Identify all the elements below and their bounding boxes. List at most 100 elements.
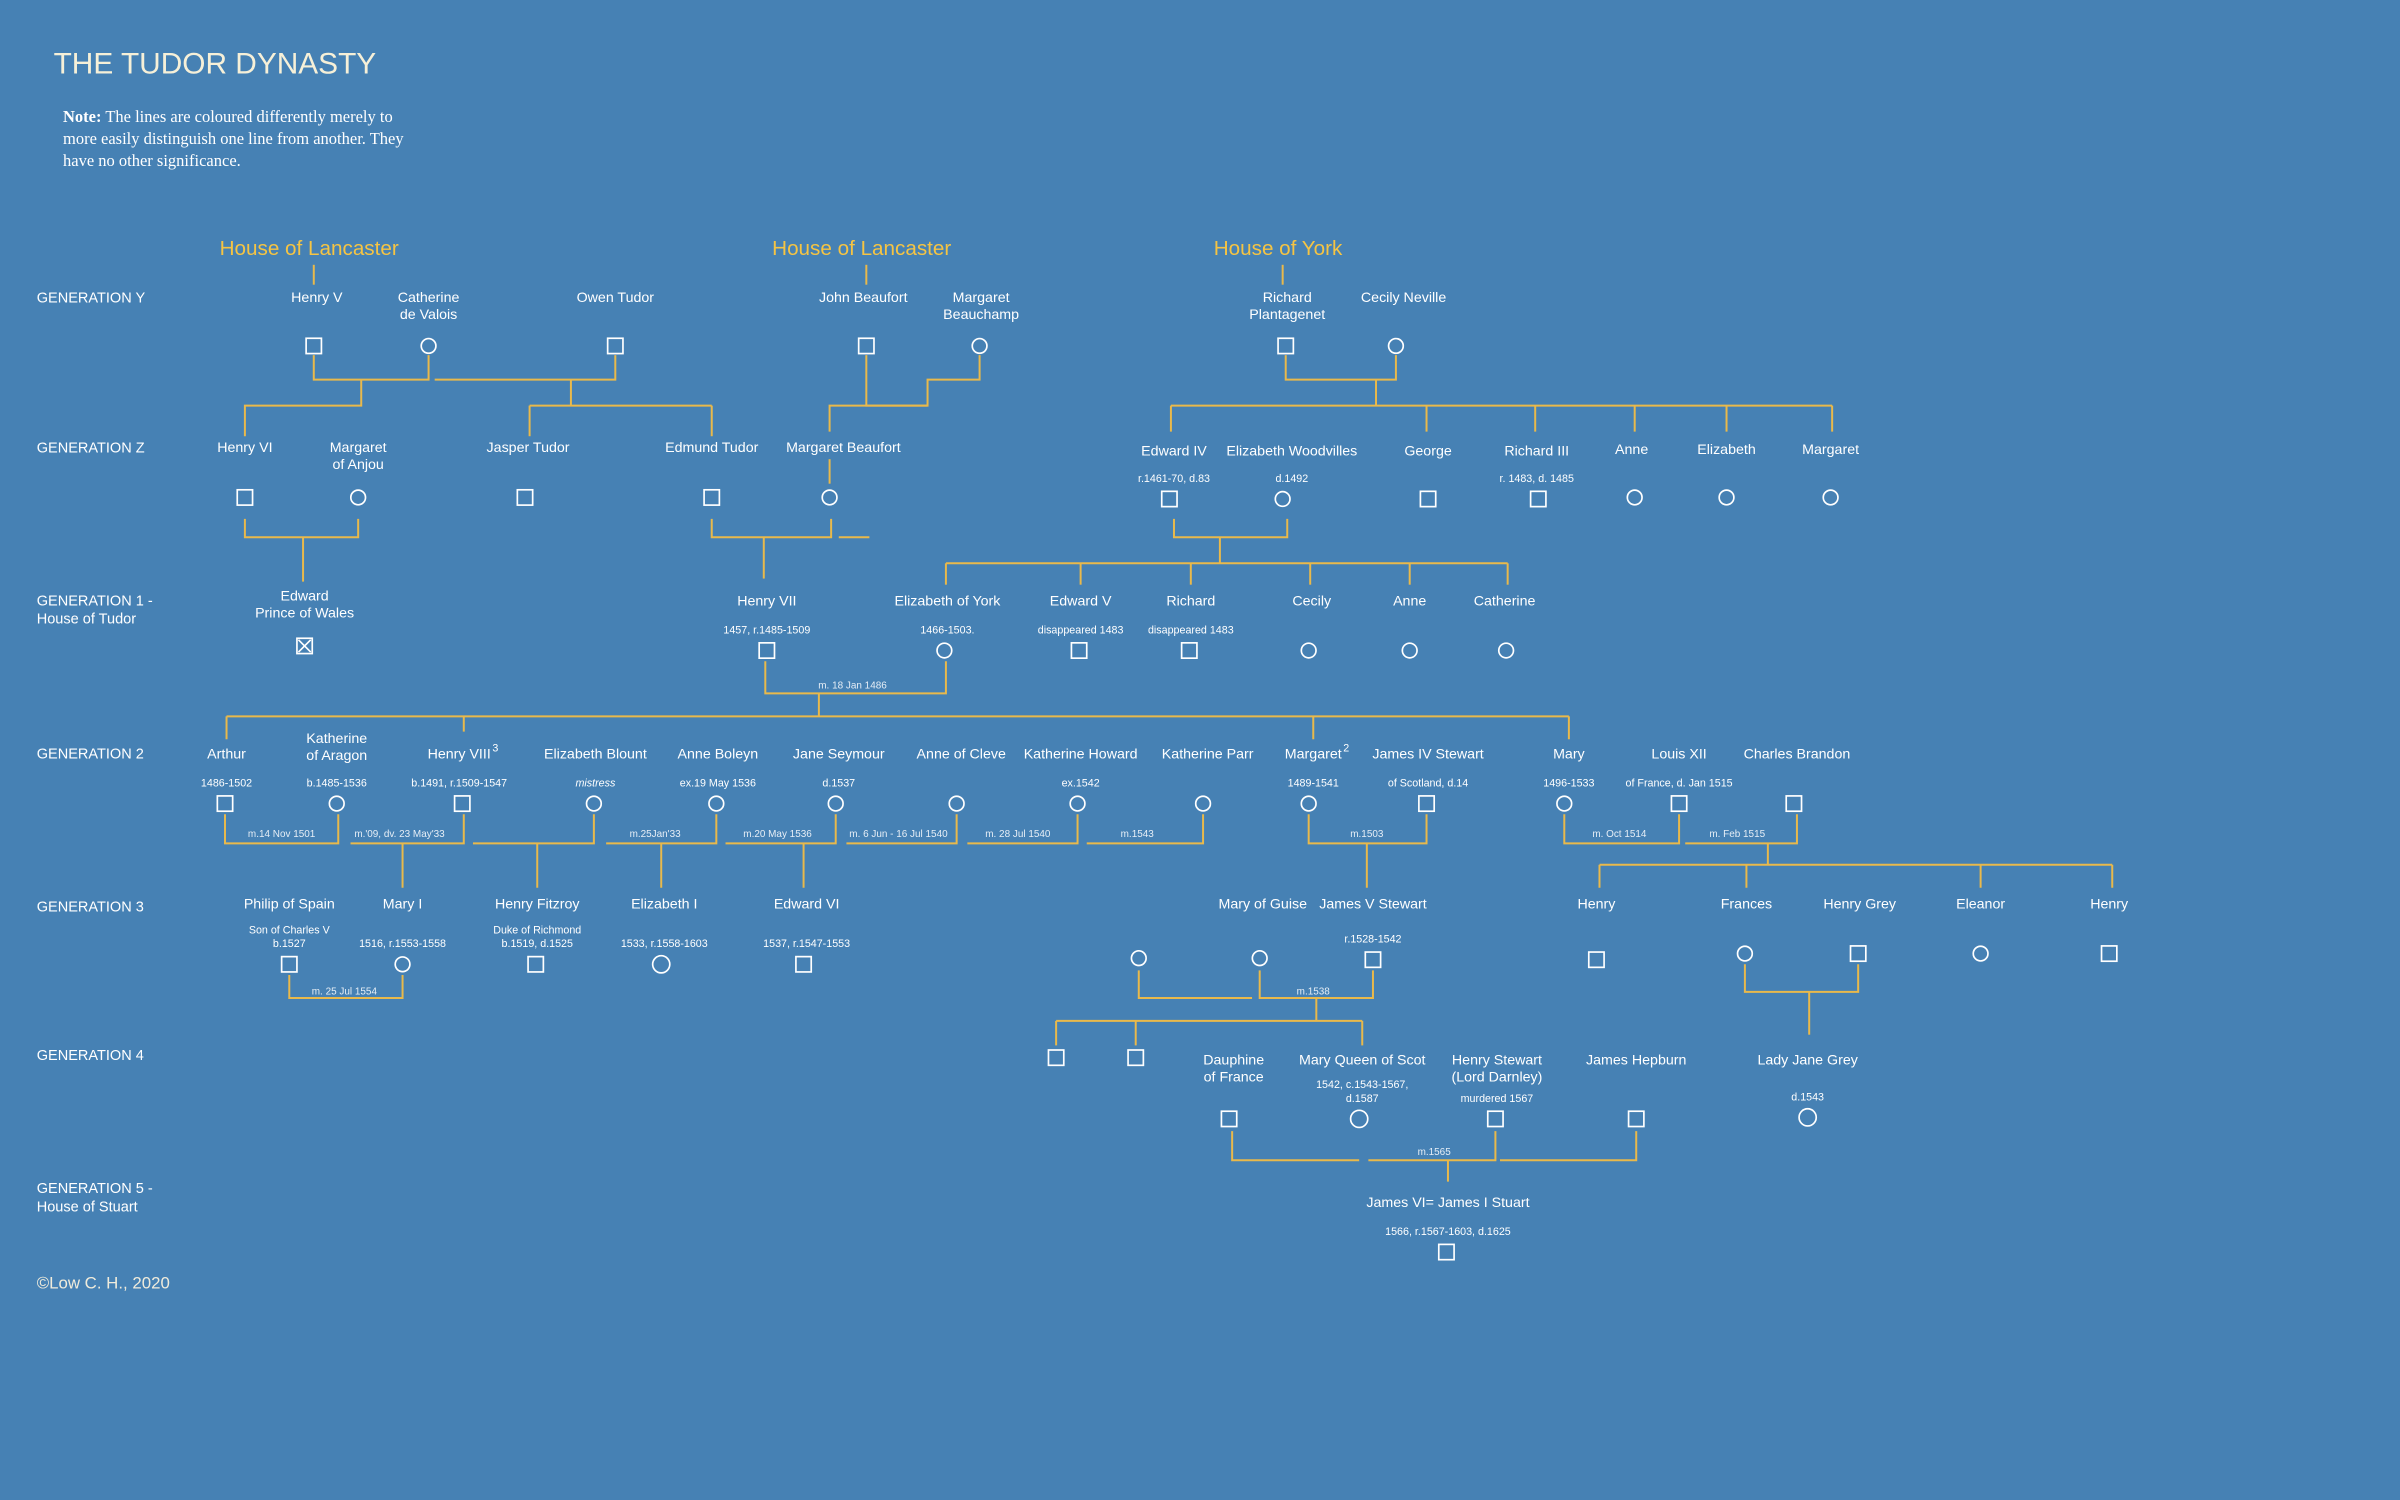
person-name: Edmund Tudor — [665, 440, 759, 456]
person-dates: Son of Charles V — [249, 924, 331, 936]
person-name: Elizabeth Blount — [544, 746, 647, 762]
male-symbol — [1364, 951, 1382, 969]
marriage-label: m.1543 — [1121, 829, 1155, 840]
generation-label: GENERATION Z — [37, 440, 145, 456]
person-dates: of France, d. Jan 1515 — [1626, 778, 1733, 790]
person-name: Richard — [1166, 593, 1215, 609]
person-dates: 1466-1503. — [920, 624, 974, 636]
generation-label: GENERATION Y — [37, 290, 146, 306]
person-name: Margaret Beaufort — [786, 440, 901, 456]
person-name: Cecily Neville — [1361, 290, 1446, 306]
marriage-label: m. 6 Jun - 16 Jul 1540 — [849, 829, 948, 840]
male-symbol — [1670, 795, 1688, 813]
connector — [1284, 355, 1397, 381]
person-name: George — [1404, 443, 1452, 459]
person-dates: Duke of Richmond — [493, 924, 581, 936]
person-name: Anne Boleyn — [678, 746, 759, 762]
male-symbol — [1180, 642, 1198, 660]
person-name: (Lord Darnley) — [1452, 1069, 1543, 1085]
connector — [1685, 814, 1798, 845]
person-name: Margaret — [330, 440, 387, 456]
connector — [350, 814, 465, 845]
note: Note: The lines are coloured differently… — [63, 106, 423, 172]
person-name: Mary I — [383, 896, 423, 912]
female-symbol — [394, 956, 411, 973]
connector — [312, 355, 430, 381]
female-symbol — [651, 954, 671, 974]
female-symbol — [1251, 949, 1268, 967]
connector — [1086, 814, 1205, 845]
person-name: Henry Grey — [1823, 896, 1897, 912]
person-name: Jasper Tudor — [487, 440, 570, 456]
person-dates: disappeared 1483 — [1038, 624, 1124, 636]
male-symbol — [296, 637, 314, 655]
male-symbol — [1587, 951, 1605, 969]
person-name: Lady Jane Grey — [1757, 1052, 1858, 1068]
female-symbol — [1130, 949, 1147, 967]
female-symbol — [1497, 642, 1515, 659]
person-name: Eleanor — [1956, 896, 2005, 912]
male-symbol — [703, 488, 721, 506]
person-name: Elizabeth Woodvilles — [1226, 443, 1357, 459]
female-symbol — [821, 489, 838, 506]
person-name: James V Stewart — [1319, 896, 1427, 912]
male-symbol — [606, 337, 624, 355]
male-symbol — [758, 642, 776, 660]
person-name: Cecily — [1292, 593, 1332, 609]
person-name: Henry Fitzroy — [495, 896, 580, 912]
marriage-label: m.1565 — [1418, 1147, 1452, 1158]
person-name: Henry Stewart — [1452, 1052, 1542, 1068]
person-name: Catherine — [1474, 593, 1536, 609]
note-text: The lines are coloured differently merel… — [63, 107, 404, 170]
person-name: Charles Brandon — [1744, 746, 1851, 762]
person-name: Henry V — [291, 290, 343, 306]
female-symbol — [1718, 489, 1735, 506]
person-name: Edward IV — [1141, 443, 1207, 459]
person-name: Elizabeth — [1697, 442, 1756, 458]
person-name: Mary of Guise — [1219, 896, 1308, 912]
person-dates: d.1492 — [1275, 473, 1308, 485]
person-name: Elizabeth of York — [894, 593, 1001, 609]
cross-symbol — [297, 639, 312, 653]
person-name: of France — [1204, 1069, 1264, 1085]
superscript: 3 — [492, 742, 498, 754]
connector — [1743, 964, 1860, 993]
person-name: Dauphine — [1203, 1052, 1264, 1068]
person-name: Edward V — [1050, 593, 1112, 609]
person-dates: 1516, r.1553-1558 — [359, 938, 446, 950]
person-dates: 1533, r.1558-1603 — [621, 938, 708, 950]
person-name: Frances — [1721, 896, 1772, 912]
person-name: Anne of Cleve — [917, 746, 1006, 762]
title: THE TUDOR DYNASTY — [54, 48, 377, 81]
connector — [710, 518, 833, 539]
person-name: Mary — [1553, 746, 1585, 762]
connector — [434, 355, 617, 381]
person-name: of Anjou — [332, 457, 383, 473]
person-dates: d.1543 — [1791, 1091, 1824, 1103]
person-name: Philip of Spain — [244, 896, 335, 912]
generation-label: GENERATION 5 - — [37, 1181, 153, 1197]
person-name: Henry VI — [217, 440, 272, 456]
person-name: de Valois — [400, 307, 457, 323]
female-symbol — [1972, 945, 1989, 962]
male-symbol — [305, 337, 323, 355]
marriage-label: m. Oct 1514 — [1592, 829, 1647, 840]
person-name: Mary Queen of Scot — [1299, 1052, 1425, 1068]
male-symbol — [453, 795, 471, 813]
person-name: Plantagenet — [1249, 307, 1325, 323]
generation-label: House of Stuart — [37, 1199, 138, 1215]
person-name: Henry — [1577, 896, 1616, 912]
person-name: Anne — [1393, 593, 1426, 609]
generation-label: House of Tudor — [37, 612, 137, 628]
note-label: Note: — [63, 107, 102, 126]
person-dates: b.1527 — [273, 938, 306, 950]
person-name: Elizabeth I — [631, 896, 697, 912]
male-symbol — [1627, 1110, 1645, 1128]
female-symbol — [1736, 945, 1754, 962]
male-symbol — [1437, 1243, 1455, 1261]
person-name: Catherine — [398, 290, 460, 306]
male-symbol — [527, 955, 545, 973]
male-symbol — [1785, 795, 1803, 813]
female-symbol — [708, 795, 725, 812]
